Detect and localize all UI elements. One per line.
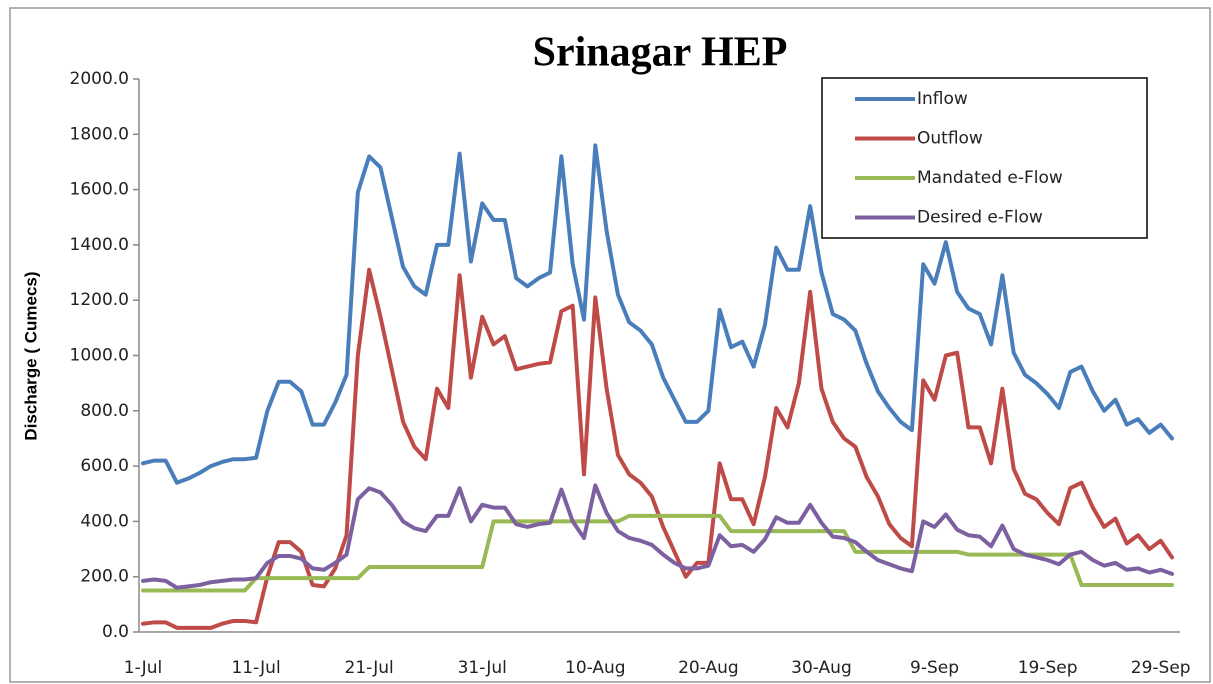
series-line <box>141 483 1174 590</box>
chart-title: Srinagar HEP <box>533 30 788 76</box>
y-tick-label: 200.0 <box>80 567 129 587</box>
series-line <box>141 267 1174 630</box>
x-tick-label: 19-Sep <box>1018 658 1078 678</box>
legend-label: Desired e-Flow <box>917 208 1043 228</box>
y-axis-label: Discharge ( Cumecs) <box>21 271 40 440</box>
x-tick-label: 20-Aug <box>678 658 739 678</box>
y-tick-label: 1000.0 <box>70 346 129 366</box>
y-tick-label: 2000.0 <box>70 69 129 89</box>
y-tick-label: 1800.0 <box>70 124 129 144</box>
y-tick-label: 600.0 <box>80 456 129 476</box>
series-line <box>141 513 1174 593</box>
x-tick-label: 21-Jul <box>345 658 394 678</box>
x-tick-label: 9-Sep <box>910 658 959 678</box>
series-line <box>141 143 1174 485</box>
x-tick-label: 31-Jul <box>458 658 507 678</box>
x-tick-label: 29-Sep <box>1131 658 1191 678</box>
y-tick-label: 800.0 <box>80 401 129 421</box>
legend-box <box>821 77 1148 239</box>
y-tick-label: 1400.0 <box>70 235 129 255</box>
x-tick-label: 1-Jul <box>124 658 162 678</box>
y-tick-label: 0.0 <box>102 622 129 642</box>
y-tick-label: 400.0 <box>80 511 129 531</box>
x-tick-label: 10-Aug <box>565 658 626 678</box>
legend-label: Mandated e-Flow <box>917 168 1063 188</box>
legend-label: Inflow <box>917 89 968 109</box>
x-tick-label: 30-Aug <box>791 658 852 678</box>
y-tick-label: 1600.0 <box>70 180 129 200</box>
x-tick-label: 11-Jul <box>231 658 280 678</box>
y-tick-label: 1200.0 <box>70 290 129 310</box>
legend-label: Outflow <box>917 129 983 149</box>
